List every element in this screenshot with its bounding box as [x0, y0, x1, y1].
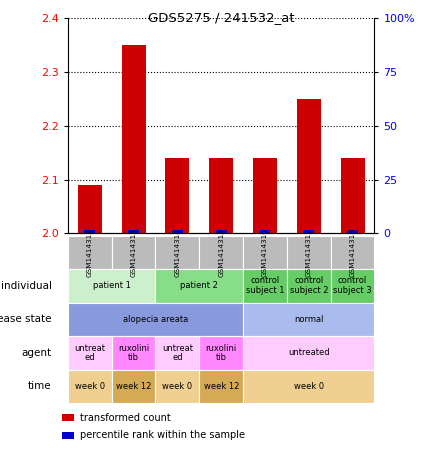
- Bar: [112, 336, 155, 370]
- Bar: [62, 432, 74, 439]
- Text: ruxolini
tib: ruxolini tib: [205, 343, 237, 362]
- Text: alopecia areata: alopecia areata: [123, 315, 188, 324]
- Bar: [166, 158, 190, 233]
- Text: week 0: week 0: [162, 382, 192, 391]
- Bar: [253, 158, 277, 233]
- Bar: [85, 230, 95, 233]
- Text: GSM1414314: GSM1414314: [174, 228, 180, 277]
- Text: patient 2: patient 2: [180, 281, 218, 290]
- Bar: [68, 303, 243, 336]
- Text: GSM1414316: GSM1414316: [262, 228, 268, 277]
- Bar: [341, 158, 364, 233]
- Bar: [78, 185, 102, 233]
- Bar: [68, 336, 112, 370]
- Bar: [155, 269, 243, 303]
- Text: normal: normal: [294, 315, 324, 324]
- Bar: [122, 45, 145, 233]
- Bar: [155, 236, 199, 269]
- Text: ruxolini
tib: ruxolini tib: [118, 343, 149, 362]
- Text: disease state: disease state: [0, 314, 52, 324]
- Text: GSM1414312: GSM1414312: [87, 228, 93, 277]
- Text: week 0: week 0: [294, 382, 324, 391]
- Bar: [216, 230, 226, 233]
- Text: GSM1414317: GSM1414317: [306, 228, 312, 277]
- Text: percentile rank within the sample: percentile rank within the sample: [80, 430, 245, 440]
- Bar: [199, 370, 243, 403]
- Text: GDS5275 / 241532_at: GDS5275 / 241532_at: [148, 11, 294, 24]
- Bar: [68, 370, 112, 403]
- Text: GSM1414318: GSM1414318: [350, 228, 356, 277]
- Bar: [331, 236, 374, 269]
- Bar: [243, 269, 287, 303]
- Bar: [243, 236, 287, 269]
- Bar: [155, 370, 199, 403]
- Bar: [155, 336, 199, 370]
- Bar: [199, 236, 243, 269]
- Text: GSM1414315: GSM1414315: [218, 228, 224, 277]
- Bar: [331, 269, 374, 303]
- Bar: [68, 269, 155, 303]
- Bar: [243, 336, 374, 370]
- Text: week 12: week 12: [204, 382, 239, 391]
- Bar: [304, 230, 314, 233]
- Text: agent: agent: [21, 348, 52, 358]
- Text: control
subject 2: control subject 2: [290, 276, 328, 295]
- Text: control
subject 1: control subject 1: [246, 276, 284, 295]
- Text: week 0: week 0: [75, 382, 105, 391]
- Text: control
subject 3: control subject 3: [333, 276, 372, 295]
- Bar: [260, 230, 270, 233]
- Bar: [112, 236, 155, 269]
- Bar: [209, 158, 233, 233]
- Bar: [243, 370, 374, 403]
- Text: untreat
ed: untreat ed: [74, 343, 105, 362]
- Text: time: time: [28, 381, 52, 391]
- Bar: [199, 336, 243, 370]
- Text: transformed count: transformed count: [80, 413, 171, 423]
- Bar: [287, 269, 331, 303]
- Bar: [347, 230, 358, 233]
- Text: individual: individual: [1, 281, 52, 291]
- Bar: [243, 303, 374, 336]
- Text: untreated: untreated: [288, 348, 330, 357]
- Bar: [297, 99, 321, 233]
- Bar: [172, 230, 183, 233]
- Bar: [68, 236, 112, 269]
- Text: untreat
ed: untreat ed: [162, 343, 193, 362]
- Text: week 12: week 12: [116, 382, 151, 391]
- Bar: [128, 230, 139, 233]
- Text: GSM1414313: GSM1414313: [131, 228, 137, 277]
- Bar: [112, 370, 155, 403]
- Text: patient 1: patient 1: [93, 281, 131, 290]
- Bar: [62, 414, 74, 421]
- Bar: [287, 236, 331, 269]
